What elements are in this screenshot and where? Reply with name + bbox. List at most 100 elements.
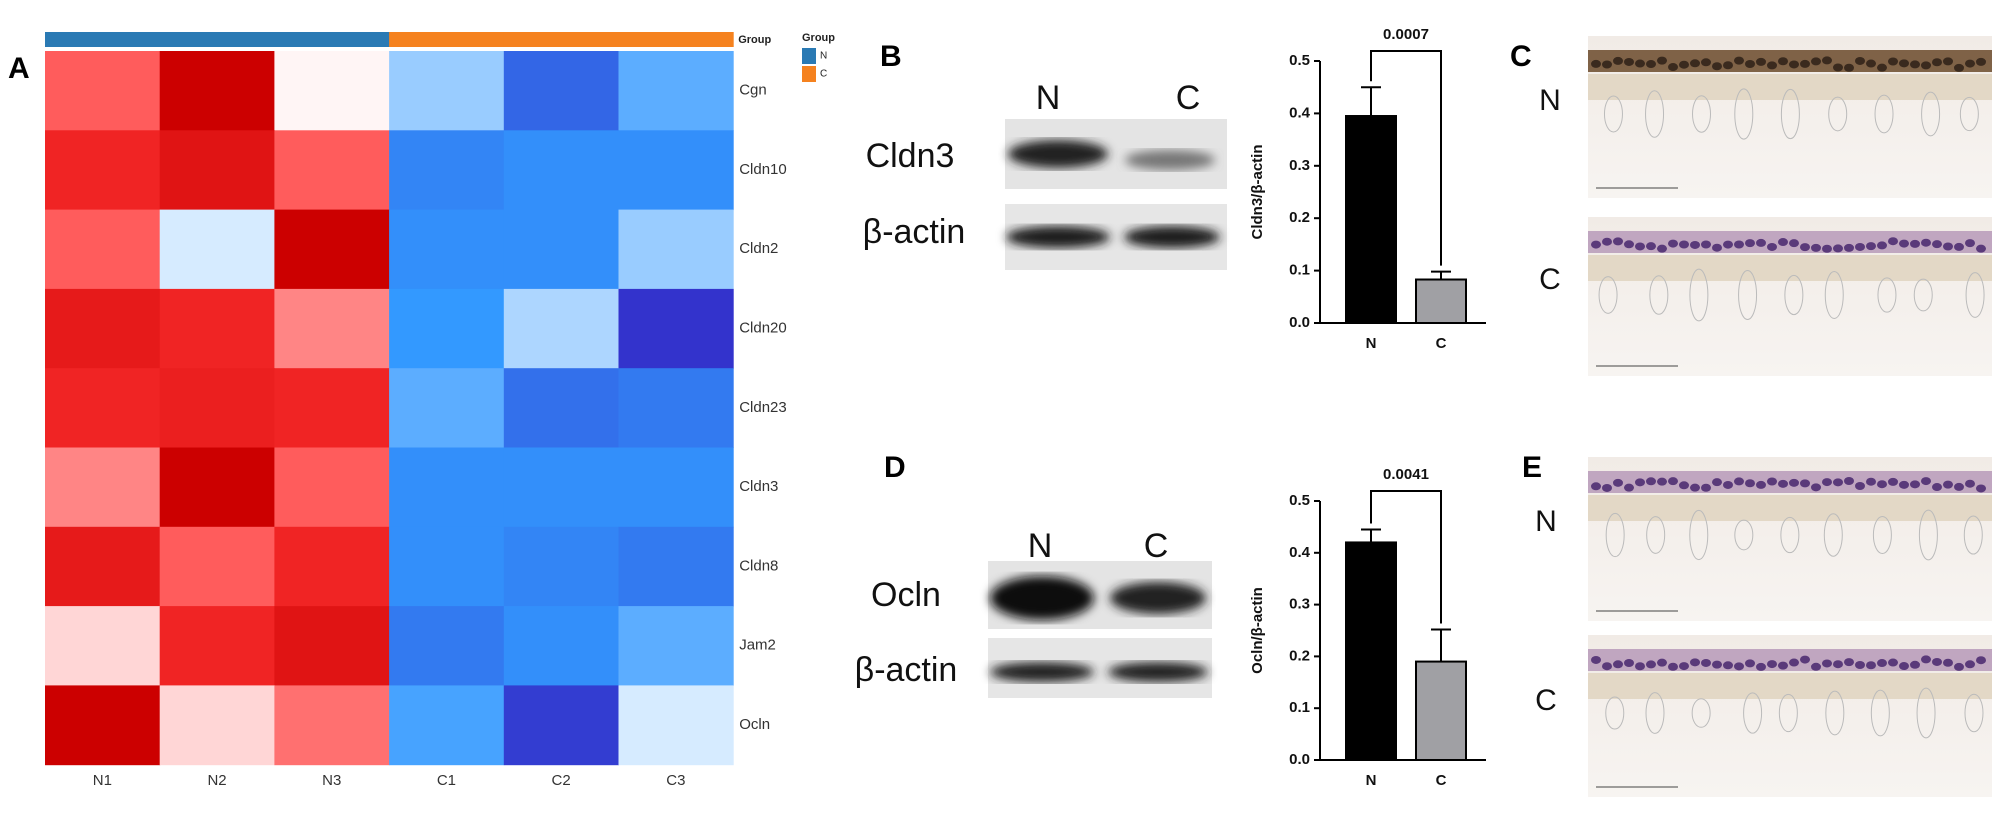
- nucleus: [1800, 655, 1810, 664]
- x-tick-label: C: [1436, 335, 1447, 352]
- nucleus: [1822, 659, 1832, 668]
- nucleus: [1844, 658, 1854, 667]
- heatmap-cell: [389, 447, 505, 528]
- legend-swatch: [802, 48, 816, 64]
- legend-label: N: [820, 51, 827, 62]
- villus: [1689, 509, 1709, 561]
- heatmap-cell: [618, 526, 734, 607]
- band: [1124, 226, 1220, 248]
- villus: [1916, 687, 1936, 739]
- nucleus: [1943, 57, 1953, 66]
- villus: [1965, 272, 1985, 318]
- nucleus: [1602, 237, 1612, 246]
- nucleus: [1723, 61, 1733, 70]
- panel-label: A: [8, 52, 30, 85]
- heatmap-cell: [45, 526, 161, 607]
- y-tick-label: 0.1: [1289, 262, 1310, 279]
- nucleus: [1921, 61, 1931, 70]
- nucleus: [1701, 483, 1711, 492]
- heatmap-cell: [503, 606, 619, 686]
- nucleus: [1591, 59, 1601, 68]
- annotation: 0.0041: [1383, 466, 1429, 483]
- nucleus: [1899, 239, 1909, 248]
- heatmap-cell: [159, 209, 275, 290]
- nucleus: [1954, 242, 1964, 251]
- heatmap-cell: [618, 209, 734, 290]
- nucleus: [1723, 661, 1733, 670]
- nucleus: [1855, 56, 1865, 65]
- nucleus: [1800, 243, 1810, 252]
- nucleus: [1723, 240, 1733, 249]
- nucleus: [1855, 242, 1865, 251]
- nucleus: [1932, 657, 1942, 666]
- nucleus: [1822, 56, 1832, 65]
- nucleus: [1646, 60, 1656, 69]
- villus: [1828, 96, 1848, 132]
- band: [990, 576, 1094, 620]
- group-annotation: [389, 32, 505, 47]
- row-label: Cldn8: [739, 557, 778, 574]
- legend-swatch: [802, 66, 816, 82]
- row-label: Ocln: [739, 716, 770, 733]
- nucleus: [1690, 483, 1700, 492]
- heatmap-cell: [389, 209, 505, 290]
- group-annotation: [503, 32, 619, 47]
- row-label: Cldn10: [739, 161, 787, 178]
- villus: [1743, 692, 1763, 734]
- nucleus: [1712, 478, 1722, 487]
- band: [1108, 662, 1208, 682]
- nucleus: [1723, 480, 1733, 489]
- nucleus: [1767, 477, 1777, 486]
- nucleus: [1602, 60, 1612, 69]
- villus: [1780, 88, 1800, 140]
- villus: [1598, 276, 1618, 314]
- band: [1125, 150, 1215, 170]
- nucleus: [1965, 59, 1975, 68]
- villus: [1784, 274, 1804, 316]
- nucleus: [1767, 61, 1777, 70]
- nucleus: [1646, 660, 1656, 669]
- column-label: N2: [207, 772, 226, 789]
- villus: [1872, 515, 1892, 555]
- nucleus: [1679, 60, 1689, 69]
- villus: [1692, 95, 1712, 133]
- villus: [1877, 277, 1897, 313]
- nucleus: [1877, 659, 1887, 668]
- column-label: C2: [552, 772, 571, 789]
- heatmap-cell: [274, 368, 390, 448]
- significance-bracket: [1370, 490, 1442, 624]
- nucleus: [1657, 56, 1667, 65]
- group-annotation: [45, 32, 161, 47]
- nucleus: [1943, 242, 1953, 251]
- column-label: N1: [93, 772, 112, 789]
- heatmap-cell: [159, 51, 275, 131]
- nucleus: [1910, 660, 1920, 669]
- heatmap-cell: [45, 288, 161, 369]
- heatmap-cell: [159, 447, 275, 528]
- band: [1110, 582, 1206, 614]
- bar: [1415, 660, 1467, 762]
- x-tick-label: N: [1366, 335, 1377, 352]
- nucleus: [1646, 242, 1656, 251]
- y-tick-label: 0.0: [1289, 314, 1310, 331]
- nucleus: [1833, 478, 1843, 487]
- villus: [1645, 692, 1665, 734]
- heatmap-cell: [274, 288, 390, 369]
- error-bar: [1361, 528, 1381, 543]
- group-annotation: [159, 32, 275, 47]
- nucleus: [1888, 237, 1898, 246]
- nucleus: [1591, 240, 1601, 249]
- heatmap-cell: [274, 51, 390, 131]
- nucleus: [1811, 483, 1821, 492]
- nucleus: [1976, 484, 1986, 493]
- nucleus: [1756, 662, 1766, 671]
- villus: [1738, 270, 1758, 320]
- nucleus: [1932, 483, 1942, 492]
- villus: [1734, 519, 1754, 551]
- row-label: Ocln: [871, 576, 941, 614]
- heatmap-cell: [389, 685, 505, 766]
- nucleus: [1690, 59, 1700, 68]
- micrograph-label: C: [1535, 684, 1557, 717]
- nucleus: [1712, 660, 1722, 669]
- row-label: Cldn20: [739, 320, 787, 337]
